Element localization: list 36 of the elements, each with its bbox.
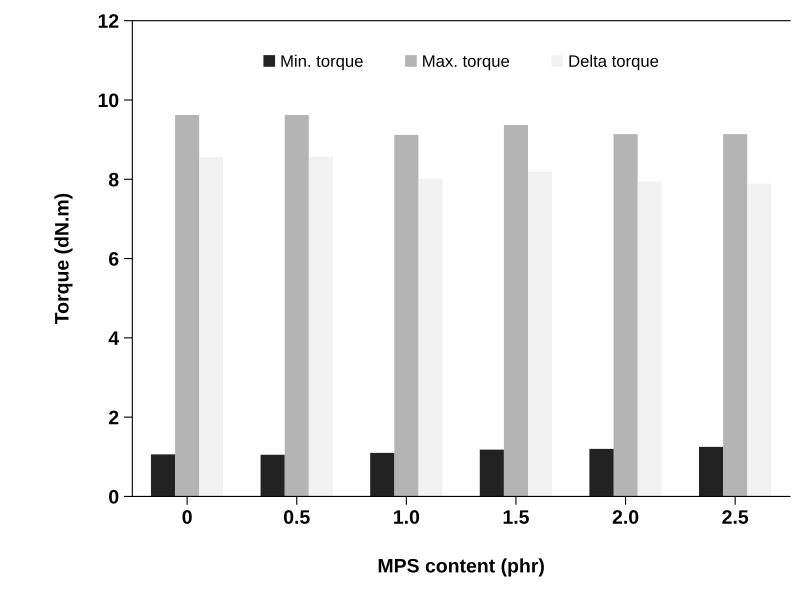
legend-label: Max. torque: [423, 55, 510, 70]
y-tick-label: 10: [98, 93, 118, 108]
bar: [723, 134, 748, 496]
bar: [747, 184, 772, 496]
bar: [284, 115, 309, 496]
bar: [504, 124, 528, 496]
y-tick-label: 8: [108, 172, 119, 187]
bar: [175, 115, 200, 496]
x-tick-label: 1.5: [504, 510, 529, 524]
y-tick-label: 0: [109, 490, 118, 504]
bar: [394, 134, 418, 496]
bar: [418, 178, 443, 496]
bar: [260, 454, 285, 496]
bar: [698, 446, 724, 496]
bar: [614, 134, 638, 496]
x-axis-title: MPS content (phr): [378, 558, 544, 576]
legend-label: Min. torque: [281, 54, 363, 70]
y-axis-title: Torque (dN.m): [54, 194, 73, 324]
bar: [199, 157, 224, 496]
y-tick-label: 12: [98, 14, 118, 28]
bar: [370, 452, 394, 496]
bar: [528, 172, 552, 496]
bar: [308, 156, 333, 496]
x-tick-label: 0: [182, 510, 192, 524]
bar: [150, 454, 176, 496]
y-tick-label: 4: [108, 332, 120, 345]
y-tick-label: 2: [108, 410, 118, 424]
legend-label: Delta torque: [569, 54, 658, 70]
x-tick-label: 2.0: [612, 510, 638, 524]
bar: [480, 450, 504, 496]
x-tick-label: 0.5: [284, 510, 310, 524]
x-tick-label: 1.0: [394, 510, 420, 524]
x-tick-label: 2.5: [722, 510, 748, 524]
y-tick-label: 6: [109, 252, 118, 266]
bar: [589, 448, 614, 496]
bar: [638, 182, 662, 496]
